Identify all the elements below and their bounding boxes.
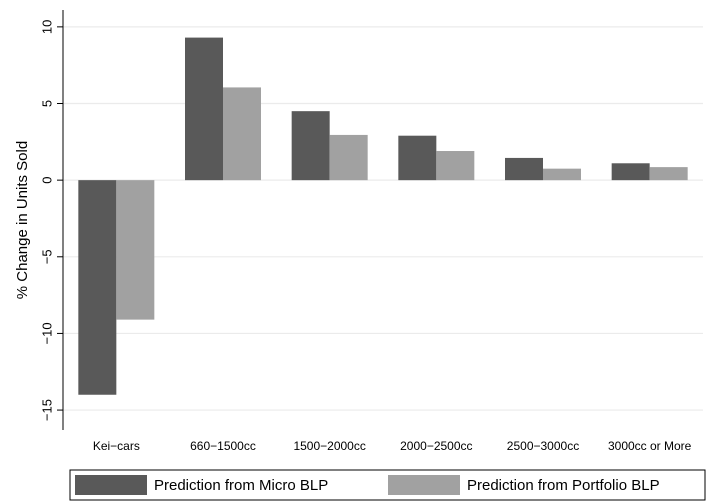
- legend-label: Prediction from Portfolio BLP: [467, 477, 660, 494]
- legend-box: [69, 469, 706, 501]
- bar-portfolio-blp: [436, 151, 475, 181]
- x-axis-labels: Kei−cars 660−1500cc 1500−2000cc 2000−2500cc…: [93, 439, 692, 453]
- bar-micro-blp: [398, 135, 437, 181]
- x-tick-label: 2500−3000cc: [507, 439, 579, 453]
- legend-label: Prediction from Micro BLP: [154, 477, 328, 494]
- y-tick-label: 10: [39, 20, 54, 34]
- x-tick-label: 2000−2500cc: [400, 439, 472, 453]
- bar-micro-blp: [78, 180, 117, 395]
- bar-micro-blp: [505, 157, 543, 181]
- x-tick-label: 1500−2000cc: [293, 439, 365, 453]
- bars: [78, 37, 688, 395]
- bar-portfolio-blp: [116, 180, 155, 320]
- gridlines: [63, 26, 703, 411]
- bar-micro-blp: [185, 37, 223, 181]
- y-axis: 10 5 0 −5 −10 −15: [39, 10, 64, 430]
- y-tick-label: −5: [39, 249, 54, 264]
- legend: Prediction from Micro BLP Prediction from…: [69, 469, 706, 501]
- bar-micro-blp: [611, 163, 650, 181]
- y-tick-label: −10: [39, 322, 54, 344]
- bar-portfolio-blp: [223, 87, 261, 181]
- bar-portfolio-blp: [329, 134, 368, 181]
- x-tick-label: Kei−cars: [93, 439, 140, 453]
- x-tick-label: 3000cc or More: [608, 439, 692, 453]
- legend-swatch: [388, 475, 460, 495]
- bar-portfolio-blp: [543, 168, 581, 181]
- legend-swatch: [75, 475, 147, 495]
- bar-micro-blp: [291, 111, 330, 181]
- bar-portfolio-blp: [649, 167, 688, 181]
- y-axis-title: % Change in Units Sold: [14, 141, 31, 299]
- y-tick-label: −15: [39, 399, 54, 421]
- x-tick-label: 660−1500cc: [190, 439, 256, 453]
- y-tick-label: 0: [39, 177, 54, 184]
- y-tick-label: 5: [39, 100, 54, 107]
